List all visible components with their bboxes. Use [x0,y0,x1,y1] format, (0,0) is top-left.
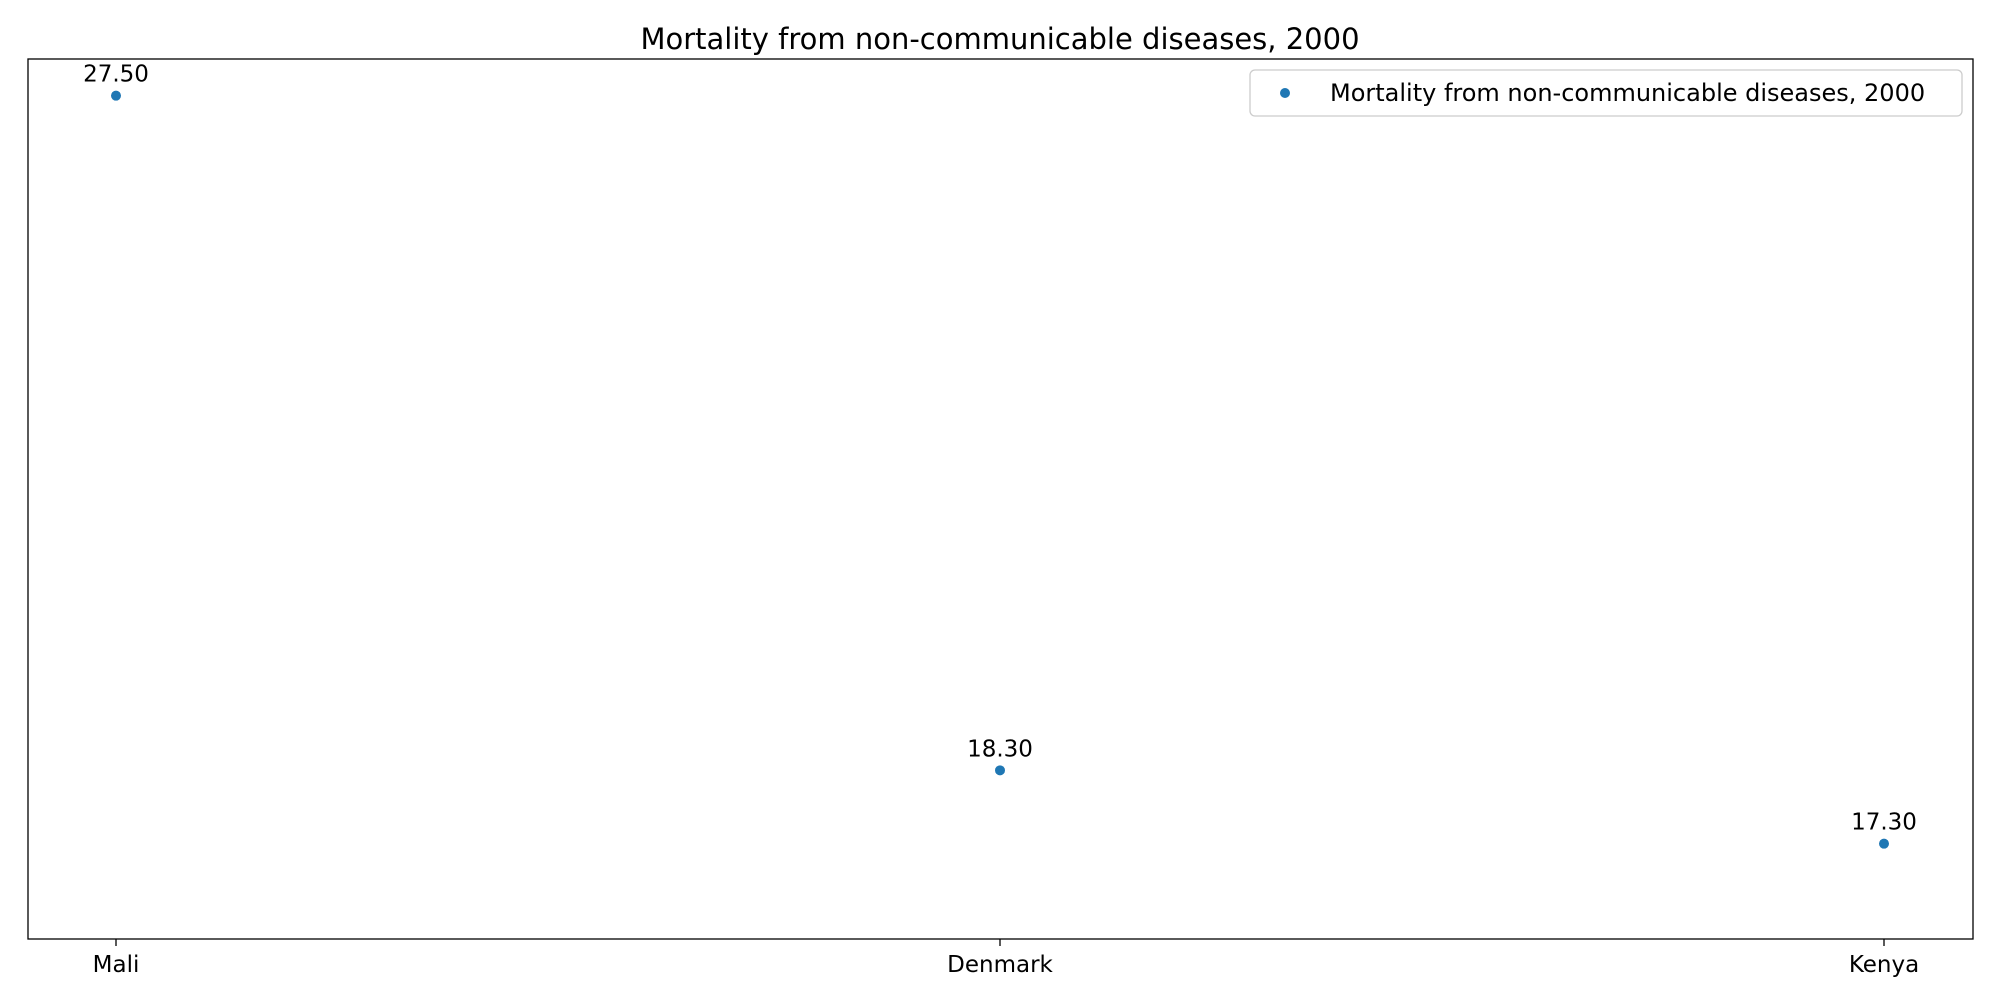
data-points [111,90,1889,849]
data-label: 27.50 [83,62,149,88]
data-point [1879,838,1889,849]
x-tick-label: Mali [93,952,140,978]
data-label: 17.30 [1851,810,1917,836]
x-tick-label: Denmark [947,952,1053,978]
data-point [111,90,121,101]
data-label: 18.30 [967,736,1033,762]
legend-marker [1280,88,1290,98]
plot-area-frame [27,58,1974,940]
chart-title: Mortality from non-communicable diseases… [640,22,1359,56]
data-labels: 27.50 18.30 17.30 [83,62,1917,836]
data-point [995,765,1005,776]
legend-box [1249,69,1963,117]
legend-label: Mortality from non-communicable diseases… [1330,79,1925,107]
x-axis: Mali Denmark Kenya [93,939,1919,978]
legend: Mortality from non-communicable diseases… [1249,69,1963,117]
x-tick-label: Kenya [1849,952,1919,978]
